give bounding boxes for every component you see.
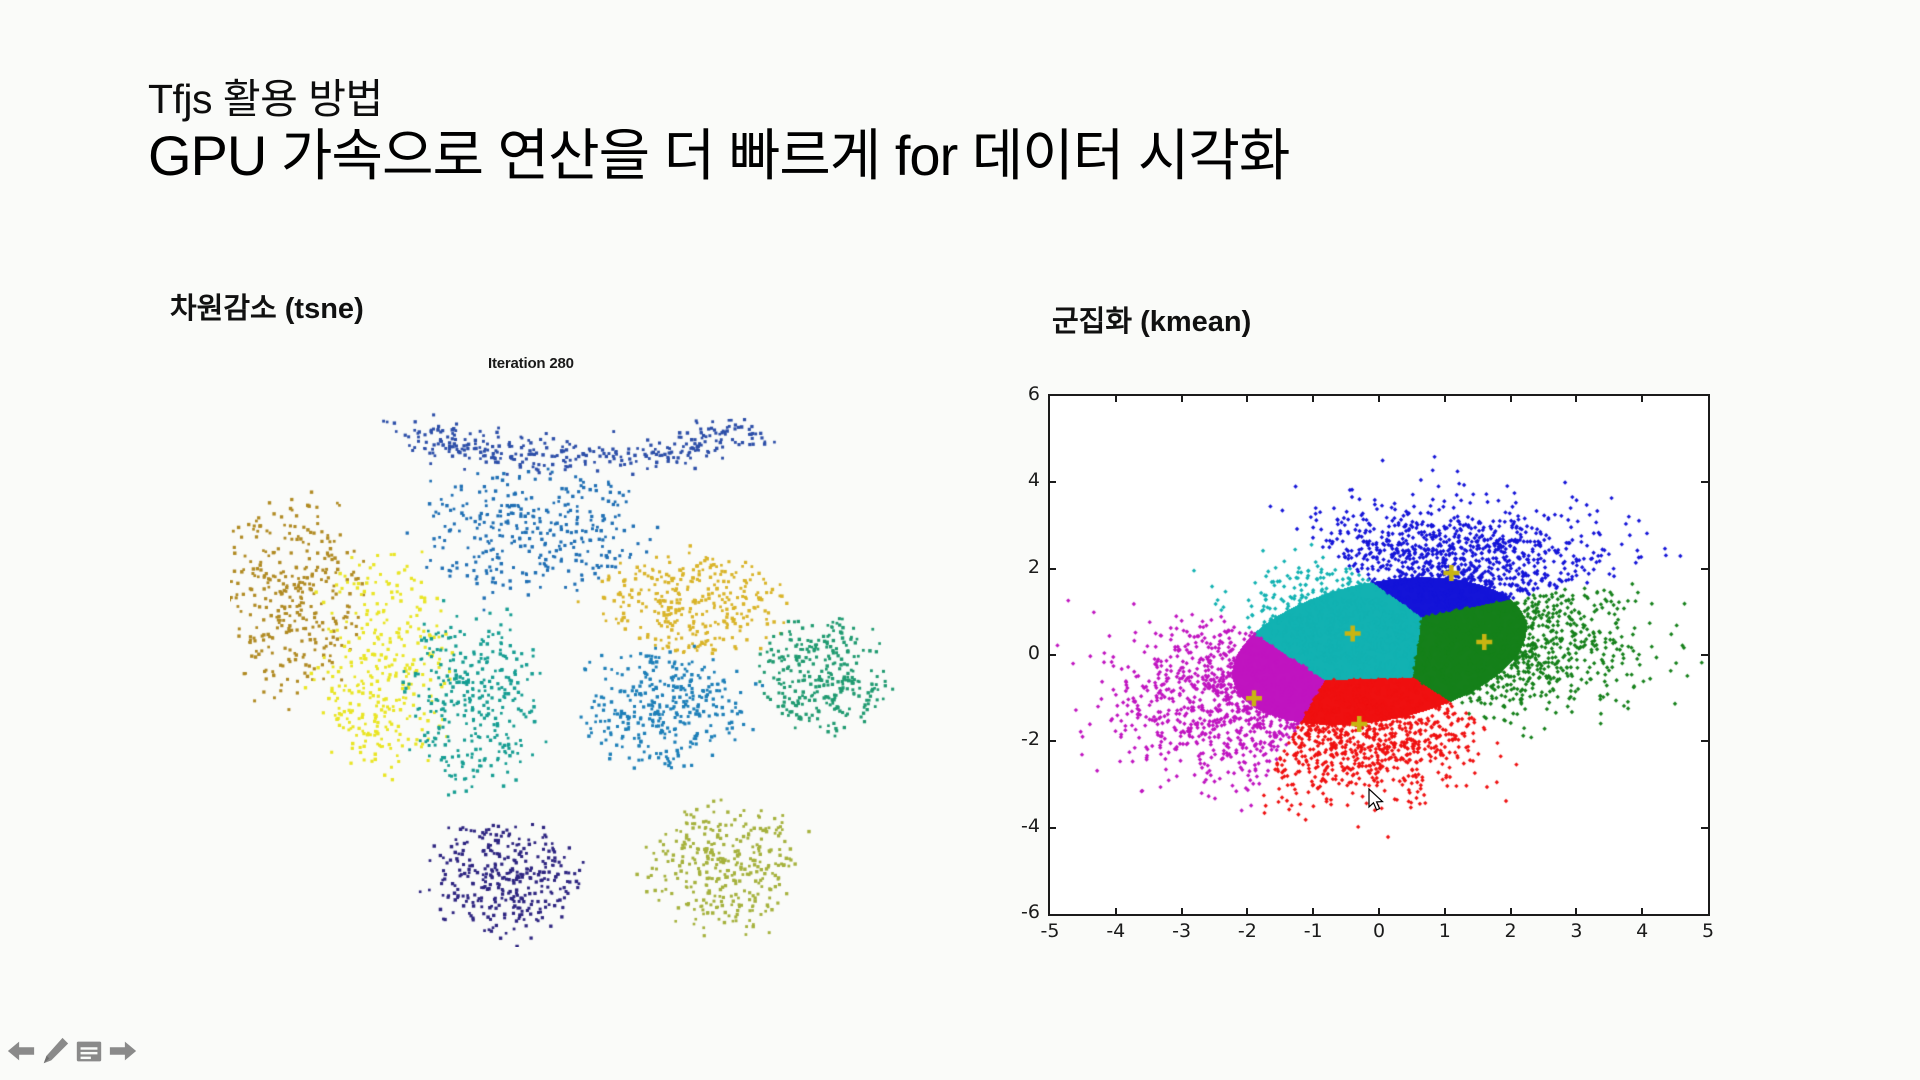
left-arrow-icon[interactable] [6,1036,36,1066]
kmeans-xtick-label: -1 [1303,920,1323,942]
kmeans-panel-caption: 군집화 (kmean) [1052,306,1252,338]
kmeans-xtick-label: 3 [1570,920,1583,942]
page-title: GPU 가속으로 연산을 더 빠르게 for 데이터 시각화 [148,124,1290,188]
kmeans-scatter-plot [1050,396,1708,914]
kmeans-plot-frame [1048,394,1710,916]
kmeans-ytick-mark [1049,826,1056,829]
kmeans-ytick-mark-right [1701,567,1708,570]
slide-subtitle: Tfjs 활용 방법 [148,76,383,122]
kmeans-xtick-label: -4 [1106,920,1126,942]
kmeans-ytick-mark [1049,567,1056,570]
kmeans-xtick-mark-top [1641,395,1644,402]
kmeans-xtick-label: 4 [1636,920,1649,942]
kmeans-ytick-label: 0 [1027,642,1040,664]
kmeans-ytick-mark [1049,740,1056,743]
tsne-iteration-label: Iteration 280 [488,355,574,372]
title-block: Tfjs 활용 방법 GPU 가속으로 연산을 더 빠르게 for 데이터 시각… [148,76,1290,188]
kmeans-ytick-label: 2 [1027,555,1040,578]
kmeans-xtick-label: 2 [1504,920,1517,942]
kmeans-xtick-mark [1378,908,1380,915]
kmeans-ytick-mark-right [1701,654,1708,656]
presentation-toolbar[interactable] [6,1036,138,1066]
kmeans-ytick-label: -6 [1021,901,1040,923]
kmeans-ytick-mark [1049,481,1056,484]
kmeans-xtick-mark [1114,908,1117,915]
kmeans-ytick-label: -2 [1021,728,1040,751]
kmeans-xtick-mark [1246,908,1249,915]
pencil-icon[interactable] [40,1036,70,1066]
notes-icon[interactable] [74,1036,104,1066]
kmeans-xtick-mark-top [1509,395,1512,402]
kmeans-xtick-label: 0 [1372,920,1386,942]
kmeans-xtick-mark-top [1443,395,1446,402]
kmeans-ytick-mark [1049,654,1056,656]
kmeans-ytick-mark-right [1701,826,1708,829]
kmeans-xtick-mark-top [1378,395,1380,402]
kmeans-xtick-mark [1509,908,1512,915]
kmeans-ytick-mark-right [1701,481,1708,484]
kmeans-xtick-mark [1312,908,1315,915]
kmeans-xtick-label: 5 [1701,920,1715,942]
kmeans-xtick-mark-top [1312,395,1315,402]
kmeans-xtick-label: 1 [1438,920,1451,942]
kmeans-xtick-mark-top [1114,395,1117,402]
kmeans-xtick-label: -5 [1040,920,1060,942]
kmeans-ytick-label: 6 [1027,383,1040,405]
kmeans-xtick-mark [1641,908,1644,915]
kmeans-ytick-label: -4 [1021,814,1040,837]
kmeans-xtick-mark-top [1575,395,1578,402]
kmeans-xtick-mark [1180,908,1183,915]
kmeans-figure: 6 4 2 0 -2 -4 -6 -5 -4 -3 -2 -1 0 1 2 3 4 5 [1021,378,1742,948]
kmeans-ytick-label: 4 [1027,469,1040,492]
kmeans-xtick-mark-top [1180,395,1183,402]
tsne-panel-caption: 차원감소 (tsne) [170,293,364,325]
kmeans-xtick-label: -2 [1237,920,1257,942]
kmeans-xtick-mark-top [1246,395,1249,402]
mouse-cursor [1368,788,1384,811]
tsne-figure: Iteration 280 [230,355,930,955]
tsne-scatter-plot [230,377,930,947]
kmeans-ytick-mark-right [1701,740,1708,743]
kmeans-xtick-mark [1443,908,1446,915]
right-arrow-icon[interactable] [108,1036,138,1066]
kmeans-xtick-label: -3 [1172,920,1192,942]
kmeans-xtick-mark [1575,908,1578,915]
